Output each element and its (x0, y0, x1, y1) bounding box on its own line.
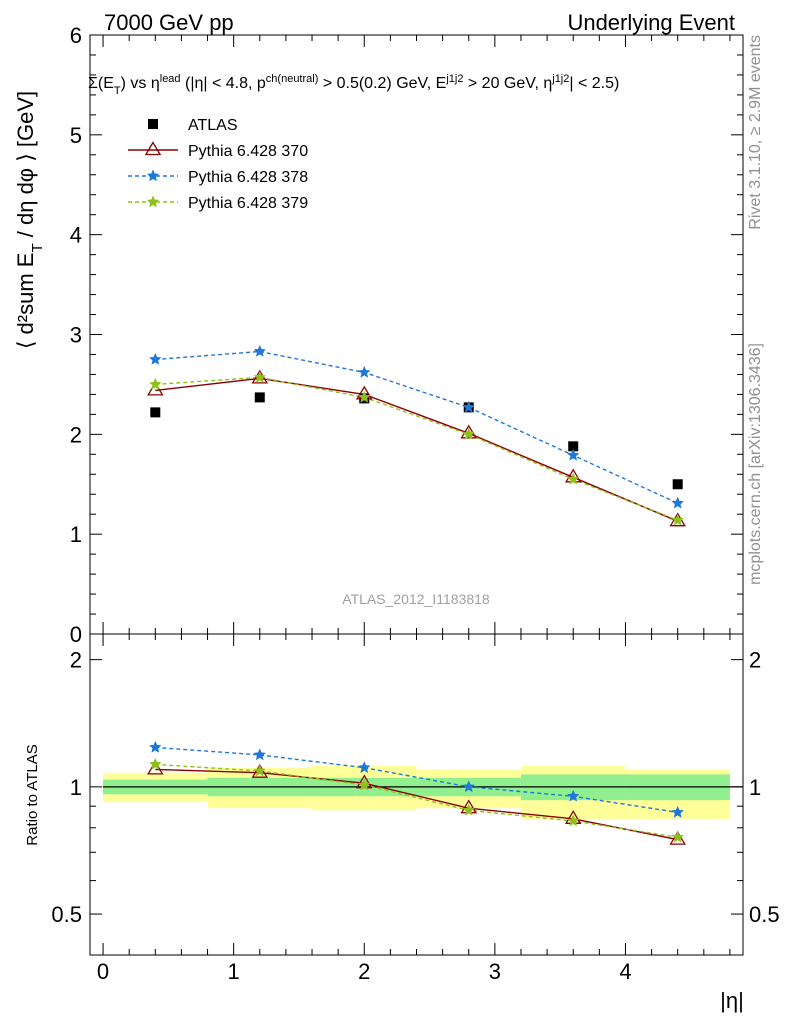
ratio-point-p378-0 (148, 740, 162, 753)
legend-marker-p370 (144, 141, 162, 156)
main-ytick-label: 3 (70, 323, 82, 348)
legend-marker-atlas (148, 119, 158, 129)
point-atlas-0 (150, 407, 161, 418)
point-atlas-4 (568, 441, 579, 452)
point-p378-1 (253, 344, 267, 357)
ratio-line-p378 (155, 746, 678, 814)
mcplots-label: mcplots.cern.ch [arXiv:1306.3436] (747, 343, 764, 585)
point-p379-0 (148, 377, 162, 390)
legend-label-atlas: ATLAS (188, 117, 238, 134)
analysis-watermark: ATLAS_2012_I1183818 (342, 591, 490, 607)
point-p379-3 (462, 427, 476, 440)
cut-text: Σ(ET) vs ηlead (|η| < 4.8, pch(neutral) … (88, 73, 619, 97)
series-line-p378 (155, 350, 678, 504)
main-ytick-label: 0 (70, 622, 82, 647)
main-axes: 01234560123456 (70, 23, 744, 647)
legend-marker-p379 (146, 195, 160, 208)
legend-label-p370: Pythia 6.428 370 (188, 143, 308, 160)
point-p378-0 (148, 352, 162, 365)
header-left: 7000 GeV pp (104, 10, 234, 35)
ratio-point-p378-5 (671, 805, 685, 818)
ratio-point-p379-1 (253, 764, 267, 777)
ratio-ytick-label-left: 2 (70, 648, 82, 673)
series-line-p379 (155, 376, 678, 521)
ratio-xtick-label: 0 (97, 959, 109, 984)
legend-label-p378: Pythia 6.428 378 (188, 169, 308, 186)
header-right: Underlying Event (567, 10, 735, 35)
ratio-ytick-label-right: 2 (749, 648, 761, 673)
point-p379-2 (357, 390, 371, 403)
main-ytick-label: 4 (70, 223, 82, 248)
ratio-uncertainty-bands (103, 766, 743, 819)
ratio-line-p379 (155, 763, 678, 838)
point-p379-4 (566, 472, 580, 485)
point-p370-3 (460, 424, 478, 439)
ratio-point-p379-5 (671, 830, 685, 843)
point-p378-5 (671, 496, 685, 509)
legend-marker-p378 (146, 169, 160, 182)
ratio-ytick-label-left: 1 (70, 775, 82, 800)
rivet-label: Rivet 3.1.10, ≥ 2.9M events (747, 35, 764, 230)
series-line-p370 (155, 377, 678, 522)
ratio-xtick-label: 1 (228, 959, 240, 984)
point-atlas-5 (672, 479, 683, 490)
ratio-ytick-label-right: 0.5 (749, 902, 780, 927)
main-series-lines (155, 350, 678, 522)
ratio-xtick-label: 4 (619, 959, 631, 984)
main-ytick-label: 5 (70, 123, 82, 148)
main-series-markers (147, 344, 686, 527)
ratio-point-p378-2 (357, 761, 371, 774)
main-ylabel-text: ⟨ d²sum ET / dη dφ ⟩ [GeV] (13, 91, 46, 349)
main-ytick-label: 1 (70, 522, 82, 547)
ratio-xlabel: |η| (720, 988, 744, 1013)
ratio-point-p378-1 (253, 748, 267, 761)
ratio-point-p370-5 (669, 830, 686, 845)
ratio-point-p378-4 (566, 789, 580, 802)
cut-description: Σ(ET) vs ηlead (|η| < 4.8, pch(neutral) … (88, 73, 619, 97)
legend-label-p379: Pythia 6.428 379 (188, 195, 308, 212)
point-p378-2 (357, 365, 371, 378)
ratio-xtick-label: 3 (489, 959, 501, 984)
ratio-point-p379-4 (566, 814, 580, 827)
ratio-series-lines (155, 746, 678, 841)
ratio-line-p370 (155, 768, 678, 841)
ratio-ylabel: Ratio to ATLAS (24, 744, 41, 845)
point-p378-4 (566, 448, 580, 461)
point-atlas-1 (254, 392, 265, 403)
ratio-xtick-label: 2 (358, 959, 370, 984)
point-p378-3 (462, 400, 476, 413)
main-ylabel: ⟨ d²sum ET / dη dφ ⟩ [GeV] (13, 91, 46, 349)
ratio-ytick-label-right: 1 (749, 775, 761, 800)
point-p379-1 (253, 370, 267, 383)
point-p379-5 (671, 513, 685, 526)
ratio-point-p379-3 (462, 803, 476, 816)
main-ytick-label: 2 (70, 422, 82, 447)
ratio-point-p379-0 (148, 757, 162, 770)
ratio-point-p378-3 (462, 780, 476, 793)
main-ytick-label: 6 (70, 23, 82, 48)
ratio-series-markers (147, 740, 686, 845)
ratio-axes: 0.5 0.5 1 1 2 2 0 1 2 3 4 (51, 633, 780, 984)
legend: ATLAS Pythia 6.428 370 Pythia 6.428 378 Pyt… (128, 117, 308, 212)
ratio-ytick-label-left: 0.5 (51, 902, 82, 927)
ratio-point-p370-0 (147, 760, 164, 775)
ratio-point-p379-2 (357, 778, 371, 791)
